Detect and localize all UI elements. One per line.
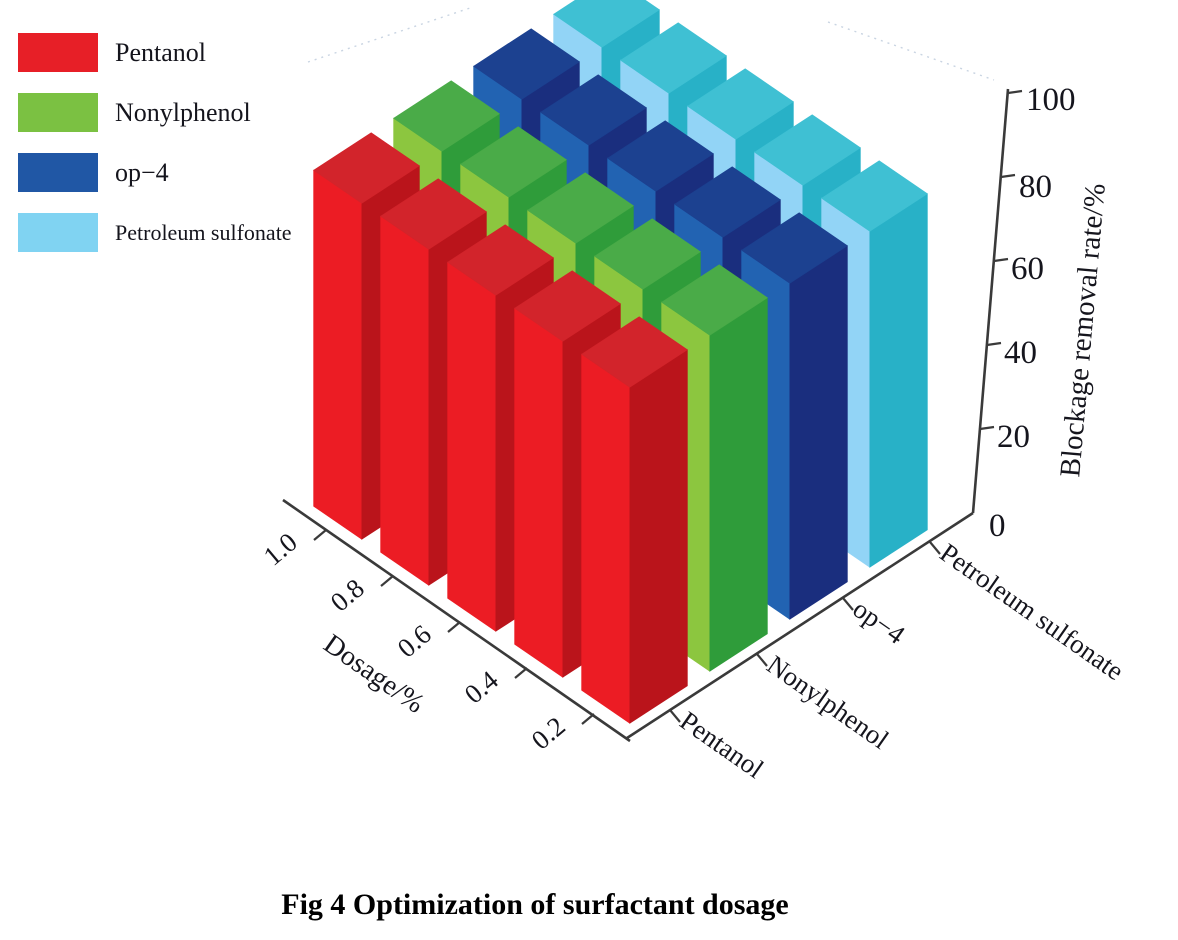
legend-swatch-petroleum-sulfonate: [18, 213, 98, 252]
legend-label: Petroleum sulfonate: [115, 219, 292, 245]
bar-face-top: [313, 132, 420, 204]
bars-group: [313, 0, 928, 724]
legend-label: Nonylphenol: [115, 97, 251, 127]
bar-pentanol-0.2: [581, 316, 688, 724]
depth-tick: [842, 597, 854, 611]
axes-group: [282, 88, 1023, 743]
bar-face-side: [709, 297, 768, 672]
bar-face-top: [514, 270, 621, 342]
z-tick-label: 60: [1011, 251, 1044, 287]
bar-face-top: [687, 68, 794, 140]
bar-face-top: [620, 22, 727, 94]
bar-face-top: [540, 74, 647, 146]
z-axis-title: Blockage removal rate/%: [1054, 182, 1112, 478]
x-tick: [313, 529, 327, 541]
z-tick: [986, 341, 1002, 347]
depth-tick: [756, 653, 768, 667]
chart-canvas: 0 20 40 60 80 100 1.0 0.8 0.6 0.4 0.2 Pe…: [258, 0, 1130, 784]
x-tick-label: 0.8: [325, 573, 370, 618]
bar-face-top: [527, 172, 634, 244]
bar-face-side: [789, 245, 848, 620]
z-tick: [1000, 173, 1016, 179]
z-tick: [979, 425, 995, 431]
depth-tick: [669, 709, 681, 723]
z-tick: [993, 257, 1009, 263]
depth-axis-line: [626, 511, 974, 740]
bar-face-top: [661, 264, 768, 336]
x-tick-label: 0.2: [526, 711, 571, 756]
bar-face-front: [380, 215, 430, 586]
bar-face-front: [581, 353, 631, 724]
legend-item-petroleum-sulfonate: Petroleum sulfonate: [18, 213, 348, 252]
x-tick-label: 1.0: [258, 527, 303, 572]
bar-face-top: [607, 120, 714, 192]
depth-tick-label: Nonylphenol: [762, 649, 895, 754]
legend-swatch-pentanol: [18, 33, 98, 72]
legend-item-op4: op−4: [18, 153, 348, 192]
bar-face-side: [869, 193, 928, 568]
legend-label: op−4: [115, 157, 169, 187]
bar-face-top: [741, 212, 848, 284]
bar-face-top: [473, 28, 580, 100]
bar-face-top: [380, 178, 487, 250]
z-tick-label: 80: [1019, 169, 1052, 205]
plot-box-edges: [307, 7, 995, 81]
z-axis-line: [971, 88, 1010, 514]
x-tick: [514, 667, 528, 679]
legend-swatch-nonylphenol: [18, 93, 98, 132]
legend-item-pentanol: Pentanol: [18, 33, 348, 72]
x-tick: [447, 621, 461, 633]
bar-face-top: [754, 114, 861, 186]
bar-face-front: [447, 261, 497, 632]
z-tick-label: 100: [1026, 82, 1076, 118]
box-edge-line: [827, 21, 995, 81]
bar-face-top: [393, 80, 500, 152]
z-tick-label: 40: [1004, 335, 1037, 371]
x-tick: [380, 575, 394, 587]
x-axis-line: [282, 498, 631, 743]
depth-tick-label: Petroleum sulfonate: [935, 537, 1130, 686]
bar-face-top: [460, 126, 567, 198]
x-tick-label: 0.6: [392, 619, 437, 664]
depth-tick: [929, 541, 941, 555]
depth-tick-label: Pentanol: [675, 705, 770, 784]
bar-face-top: [821, 160, 928, 232]
bar-face-top: [594, 218, 701, 290]
bar-face-top: [447, 224, 554, 296]
legend-item-nonylphenol: Nonylphenol: [18, 93, 348, 132]
bar-face-top: [553, 0, 660, 48]
bar-face-top: [674, 166, 781, 238]
3d-bar-chart: 0 20 40 60 80 100 1.0 0.8 0.6 0.4 0.2 Pe…: [18, 0, 1130, 784]
x-tick-label: 0.4: [459, 664, 505, 709]
x-tick: [581, 713, 595, 725]
z-tick: [1007, 89, 1023, 95]
depth-tick-label: op−4: [848, 593, 911, 650]
bar-face-side: [629, 349, 688, 724]
box-edge-line: [307, 7, 471, 63]
bar-face-top: [581, 316, 688, 388]
legend: Pentanol Nonylphenol op−4 Petroleum sulf…: [18, 33, 348, 273]
z-tick-label: 0: [989, 508, 1006, 544]
legend-label: Pentanol: [115, 37, 206, 67]
figure-caption: Fig 4 Optimization of surfactant dosage: [281, 888, 789, 921]
legend-swatch-op4: [18, 153, 98, 192]
z-tick-label: 20: [997, 419, 1030, 455]
bar-face-front: [514, 307, 564, 678]
